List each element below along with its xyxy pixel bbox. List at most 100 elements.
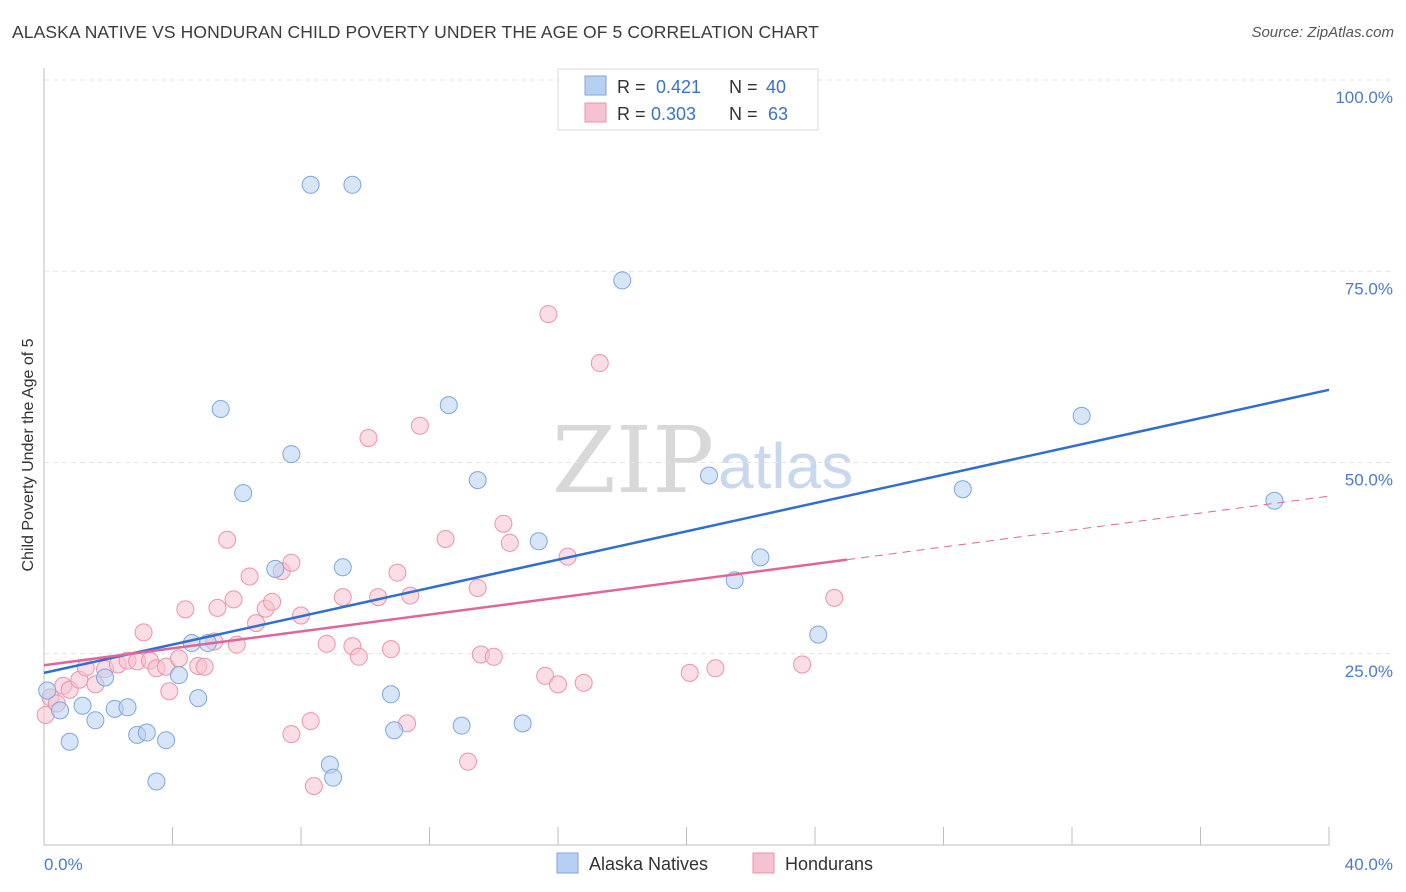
alaska-point bbox=[73, 696, 92, 715]
alaska-trend-line bbox=[43, 388, 1330, 675]
honduran-point bbox=[263, 592, 282, 611]
alaska-point bbox=[613, 271, 632, 290]
y-tick-label: 50.0% bbox=[1345, 471, 1393, 490]
alaska-point bbox=[343, 175, 362, 194]
alaska-point bbox=[147, 772, 166, 791]
honduran-point bbox=[195, 657, 214, 676]
alaska-point bbox=[169, 666, 188, 685]
honduran-point bbox=[793, 655, 812, 674]
x-tick-label: 40.0% bbox=[1345, 855, 1393, 874]
trend-lines bbox=[43, 388, 1330, 675]
honduran-point bbox=[381, 640, 400, 659]
alaska-point bbox=[381, 685, 400, 704]
alaska-point bbox=[86, 711, 105, 730]
legend-r-value-alaska: 0.421 bbox=[656, 77, 701, 97]
legend: R = 0.421 N = 40 R = 0.303 N = 63 bbox=[557, 68, 819, 131]
x-tick-label: 0.0% bbox=[44, 855, 83, 874]
legend-n-label-honduran: N = bbox=[729, 104, 758, 124]
honduran-point bbox=[304, 777, 323, 796]
honduran-point bbox=[680, 663, 699, 682]
legend-n-label-alaska: N = bbox=[729, 77, 758, 97]
honduran-point bbox=[706, 659, 725, 678]
alaska-point bbox=[324, 768, 343, 787]
alaska-point bbox=[182, 634, 201, 653]
honduran-point bbox=[208, 598, 227, 617]
honduran-point bbox=[160, 682, 179, 701]
y-tick-label: 100.0% bbox=[1335, 88, 1393, 107]
honduran-point bbox=[549, 675, 567, 694]
honduran-trend-line bbox=[43, 558, 848, 667]
honduran-point bbox=[333, 588, 352, 607]
alaska-point bbox=[699, 466, 718, 485]
alaska-point bbox=[51, 701, 70, 720]
honduran-point bbox=[301, 712, 320, 731]
alaska-point bbox=[282, 445, 301, 464]
legend-swatch-alaska bbox=[584, 75, 607, 96]
alaska-point bbox=[38, 681, 57, 700]
y-tick-label: 75.0% bbox=[1345, 279, 1393, 298]
alaska-point bbox=[1072, 406, 1091, 425]
legend-n-value-alaska: 40 bbox=[766, 77, 786, 97]
alaska-point bbox=[452, 716, 471, 735]
gridlines bbox=[44, 79, 1393, 655]
honduran-point bbox=[494, 514, 513, 533]
alaska-natives-points bbox=[38, 175, 1284, 791]
honduran-point bbox=[240, 567, 259, 586]
honduran-point bbox=[410, 416, 429, 435]
honduran-point bbox=[176, 600, 195, 619]
honduran-point bbox=[436, 530, 455, 548]
legend-swatch-honduran bbox=[584, 102, 607, 123]
alaska-point bbox=[266, 559, 285, 578]
honduran-point bbox=[388, 563, 407, 582]
honduran-point bbox=[500, 533, 519, 552]
honduran-point bbox=[247, 614, 266, 633]
alaska-point bbox=[751, 548, 770, 567]
watermark: ZIP atlas bbox=[552, 407, 853, 514]
honduran-point bbox=[169, 649, 188, 668]
honduran-point bbox=[218, 530, 237, 549]
alaska-point bbox=[60, 732, 79, 751]
honduran-point bbox=[349, 647, 368, 666]
alaska-point bbox=[513, 714, 532, 733]
honduran-point bbox=[536, 666, 555, 685]
alaska-point bbox=[468, 471, 487, 490]
honduran-point bbox=[224, 590, 243, 609]
chart-title: ALASKA NATIVE VS HONDURAN CHILD POVERTY … bbox=[12, 22, 819, 42]
bottom-legend-label-honduran: Hondurans bbox=[785, 854, 873, 874]
bottom-legend-label-alaska: Alaska Natives bbox=[589, 854, 708, 874]
bottom-legend-swatch-alaska bbox=[556, 852, 579, 874]
tick-labels: 25.0% 50.0% 75.0% 100.0% 0.0% 40.0% bbox=[44, 88, 1393, 874]
alaska-point bbox=[385, 721, 404, 740]
alaska-point bbox=[953, 480, 972, 499]
legend-r-value-honduran: 0.303 bbox=[651, 104, 696, 124]
alaska-point bbox=[157, 731, 176, 750]
honduran-point bbox=[317, 634, 336, 653]
honduran-trend-extension bbox=[847, 495, 1330, 561]
alaska-point bbox=[118, 698, 137, 717]
bottom-legend-swatch-honduran bbox=[752, 852, 775, 874]
alaska-point bbox=[529, 532, 548, 551]
legend-n-value-honduran: 63 bbox=[768, 104, 788, 124]
alaska-point bbox=[333, 558, 352, 577]
alaska-point bbox=[234, 484, 253, 503]
y-tick-label: 25.0% bbox=[1345, 662, 1393, 681]
honduran-point bbox=[282, 725, 301, 744]
honduran-point bbox=[539, 305, 558, 324]
bottom-legend: Alaska Natives Hondurans bbox=[556, 852, 873, 874]
alaska-point bbox=[809, 625, 828, 644]
honduran-point bbox=[484, 647, 503, 666]
honduran-point bbox=[590, 354, 609, 373]
alaska-point bbox=[96, 668, 115, 687]
honduran-point bbox=[134, 623, 153, 642]
honduran-point bbox=[574, 673, 593, 692]
alaska-point bbox=[301, 175, 320, 194]
watermark-zip: ZIP bbox=[552, 407, 714, 514]
honduran-point bbox=[468, 578, 487, 597]
legend-r-label-alaska: R = bbox=[617, 77, 646, 97]
watermark-atlas: atlas bbox=[718, 430, 853, 502]
alaska-point bbox=[137, 723, 156, 742]
honduran-point bbox=[459, 752, 478, 771]
honduran-point bbox=[825, 588, 844, 607]
honduran-point bbox=[359, 429, 378, 448]
alaska-point bbox=[439, 396, 458, 415]
